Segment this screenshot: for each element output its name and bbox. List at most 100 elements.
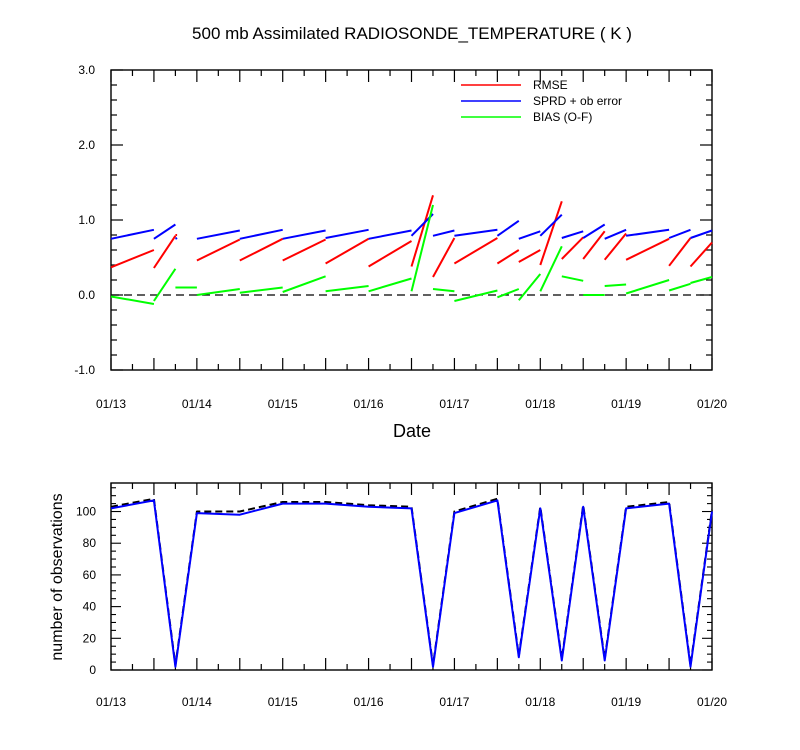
series-segment (325, 285, 369, 293)
series-segment (153, 223, 176, 240)
series-segment (518, 249, 541, 263)
series-segment (454, 228, 498, 237)
series-segment (539, 213, 563, 237)
series-segment (368, 229, 412, 240)
series-segment (539, 200, 563, 266)
series-segment (110, 295, 155, 305)
series-segment (582, 223, 606, 239)
y-tick-label: 2.0 (78, 138, 95, 152)
y-tick-label: -1.0 (74, 363, 95, 377)
series-segment (282, 238, 327, 262)
legend-label: RMSE (533, 78, 568, 92)
series-segment (561, 230, 584, 239)
x-tick-label: 01/13 (96, 695, 126, 709)
series-segment (110, 249, 155, 269)
chart-title: 500 mb Assimilated RADIOSONDE_TEMPERATUR… (192, 24, 632, 43)
series-segment (410, 195, 434, 267)
series-segment (561, 275, 584, 282)
series-segment (325, 237, 370, 265)
series-segment (153, 235, 177, 269)
series-segment (604, 228, 627, 240)
bottom-x-tick-labels: 01/13 01/14 01/15 01/16 01/17 01/18 01/19 01/20 (96, 695, 727, 709)
y-tick-label: 100 (76, 505, 96, 519)
series-segment (196, 238, 241, 262)
series-segment (153, 268, 177, 302)
bottom-y-tick-labels: 100 80 60 40 20 0 (76, 505, 96, 677)
x-tick-label: 01/15 (268, 695, 298, 709)
series-segment (239, 286, 283, 294)
y-tick-label: 20 (83, 631, 97, 645)
observations-solid-line (110, 499, 713, 668)
series-segment (625, 279, 670, 295)
top-chart: 500 mb Assimilated RADIOSONDE_TEMPERATUR… (74, 24, 727, 441)
x-tick-label: 01/14 (182, 695, 212, 709)
y-tick-label: 1.0 (78, 213, 95, 227)
y-tick-label: 80 (83, 536, 97, 550)
x-tick-label: 01/13 (96, 397, 126, 411)
series-segment (454, 289, 498, 302)
x-tick-label: 01/16 (354, 397, 384, 411)
x-axis-label: Date (393, 421, 431, 441)
top-tick-group (110, 69, 713, 371)
legend-label: BIAS (O-F) (533, 110, 592, 124)
series-segment (668, 237, 692, 267)
x-tick-label: 01/18 (525, 695, 555, 709)
x-tick-label: 01/20 (697, 397, 727, 411)
series-sprd-ob-error (110, 213, 713, 240)
y-tick-label: 40 (83, 600, 97, 614)
y-tick-label: 0 (89, 663, 96, 677)
series-segment (561, 236, 584, 260)
x-tick-label: 01/16 (354, 695, 384, 709)
series-segment (325, 228, 369, 239)
observations-dashed-line (110, 497, 713, 667)
x-tick-label: 01/15 (268, 397, 298, 411)
series-segment (282, 229, 326, 240)
series-segment (174, 237, 178, 240)
series-segment (668, 228, 691, 239)
series-segment (239, 237, 284, 262)
series-segment (196, 229, 240, 240)
series-segment (368, 277, 412, 293)
series-segment (625, 237, 670, 261)
top-x-tick-labels: 01/13 01/14 01/15 01/16 01/17 01/18 01/19 01/20 (96, 397, 727, 411)
series-segment (668, 282, 691, 292)
top-y-tick-labels: 3.0 2.0 1.0 0.0 -1.0 (74, 63, 95, 377)
x-tick-label: 01/19 (611, 695, 641, 709)
series-rmse (110, 195, 713, 278)
series-segment (432, 288, 455, 293)
x-tick-label: 01/14 (182, 397, 212, 411)
series-segment (497, 288, 520, 299)
series-segment (582, 230, 606, 260)
series-segment (690, 229, 713, 239)
series-segment (604, 283, 627, 287)
top-series-group (110, 195, 713, 305)
x-tick-label: 01/19 (611, 397, 641, 411)
series-segment (518, 230, 541, 240)
y-tick-label: 3.0 (78, 63, 95, 77)
legend: RMSE SPRD + ob error BIAS (O-F) (461, 78, 622, 124)
series-segment (496, 219, 520, 237)
bottom-series-group (110, 497, 713, 668)
bottom-tick-group (110, 483, 713, 671)
series-segment (518, 273, 542, 301)
y-tick-label: 0.0 (78, 288, 95, 302)
series-segment (196, 288, 240, 296)
top-plot-frame (110, 69, 713, 371)
legend-label: SPRD + ob error (533, 94, 622, 108)
x-tick-label: 01/18 (525, 397, 555, 411)
series-segment (539, 245, 563, 292)
series-bias-o-f (110, 204, 713, 305)
y-tick-label: 60 (83, 568, 97, 582)
series-segment (603, 232, 627, 261)
x-tick-label: 01/20 (697, 695, 727, 709)
x-tick-label: 01/17 (439, 695, 469, 709)
y-axis-label-observations: number of observations (49, 493, 66, 660)
series-segment (239, 228, 283, 240)
series-segment (110, 228, 155, 240)
series-segment (496, 249, 520, 265)
series-segment (453, 237, 498, 265)
series-segment (432, 237, 456, 278)
series-segment (282, 275, 326, 293)
